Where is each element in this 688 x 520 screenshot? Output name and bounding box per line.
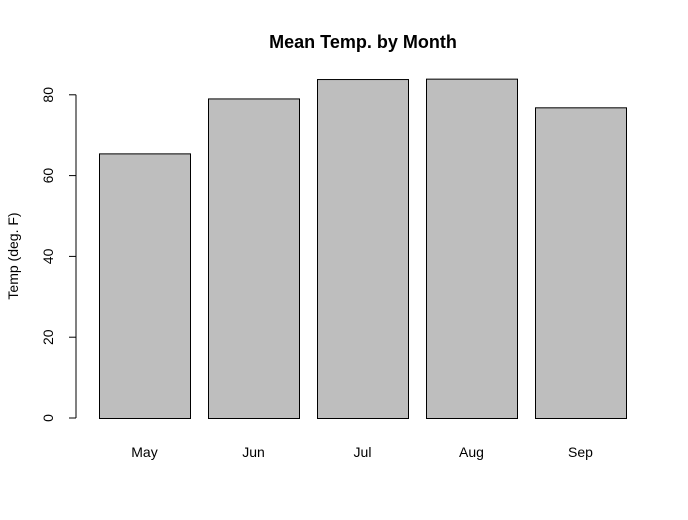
bar-jul xyxy=(317,79,409,419)
y-tick-label: 20 xyxy=(40,329,56,345)
y-tick-label: 40 xyxy=(40,248,56,264)
y-tick-label: 80 xyxy=(40,87,56,103)
bar-jun xyxy=(208,98,300,419)
bar-aug xyxy=(426,78,518,419)
x-tick-label: Sep xyxy=(568,444,593,460)
y-tick-label: 60 xyxy=(40,168,56,184)
x-tick-labels: May Jun Jul Aug Sep xyxy=(131,444,593,460)
y-tick-label: 0 xyxy=(40,414,56,422)
x-tick-label: Jun xyxy=(242,444,265,460)
chart-title: Mean Temp. by Month xyxy=(269,32,457,52)
x-tick-label: Jul xyxy=(354,444,372,460)
bar-sep xyxy=(535,107,627,419)
y-axis: 0 20 40 60 80 xyxy=(40,87,77,422)
y-axis-label: Temp (deg. F) xyxy=(5,212,21,299)
x-tick-label: Aug xyxy=(459,444,484,460)
x-tick-label: May xyxy=(131,444,157,460)
bar-may xyxy=(99,153,191,419)
bars xyxy=(99,78,627,419)
